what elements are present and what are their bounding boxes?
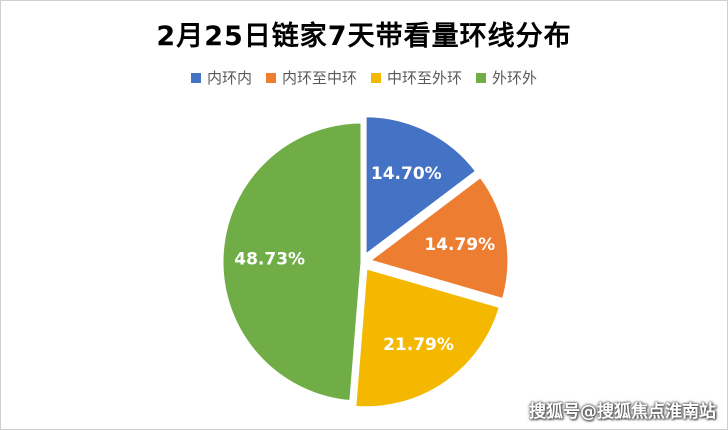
legend-label: 内环内 <box>206 69 252 87</box>
legend-label: 中环至外环 <box>387 69 463 87</box>
legend-label: 内环至中环 <box>281 69 357 87</box>
data-label-inner-to-middle: 14.79% <box>424 235 495 255</box>
legend-swatch <box>371 72 381 83</box>
legend-item-inner-to-middle: 内环至中环 <box>265 67 357 88</box>
legend-item-inner: 内环内 <box>190 67 252 88</box>
watermark: 搜狐号@搜狐焦点淮南站 <box>529 402 716 422</box>
legend-swatch <box>265 72 276 83</box>
legend-swatch <box>190 72 201 83</box>
data-label-inner: 14.70% <box>371 164 442 184</box>
pie-slice-middle-to-outer <box>353 266 502 410</box>
legend-item-outer: 外环外 <box>476 67 537 88</box>
legend-item-middle-to-outer: 中环至外环 <box>371 67 462 88</box>
data-label-middle-to-outer: 21.79% <box>383 335 454 355</box>
chart-title: 2月25日链家7天带看量环线分布 <box>156 21 572 52</box>
data-label-outer: 48.73% <box>234 249 305 269</box>
chart-legend: 内环内 内环至中环 中环至外环 外环外 <box>0 67 728 88</box>
legend-label: 外环外 <box>492 69 538 87</box>
legend-swatch <box>476 72 487 83</box>
pie-slice-outer <box>220 120 364 404</box>
pie-slice-inner-to-middle <box>367 174 511 302</box>
pie-slice-inner <box>363 114 479 258</box>
